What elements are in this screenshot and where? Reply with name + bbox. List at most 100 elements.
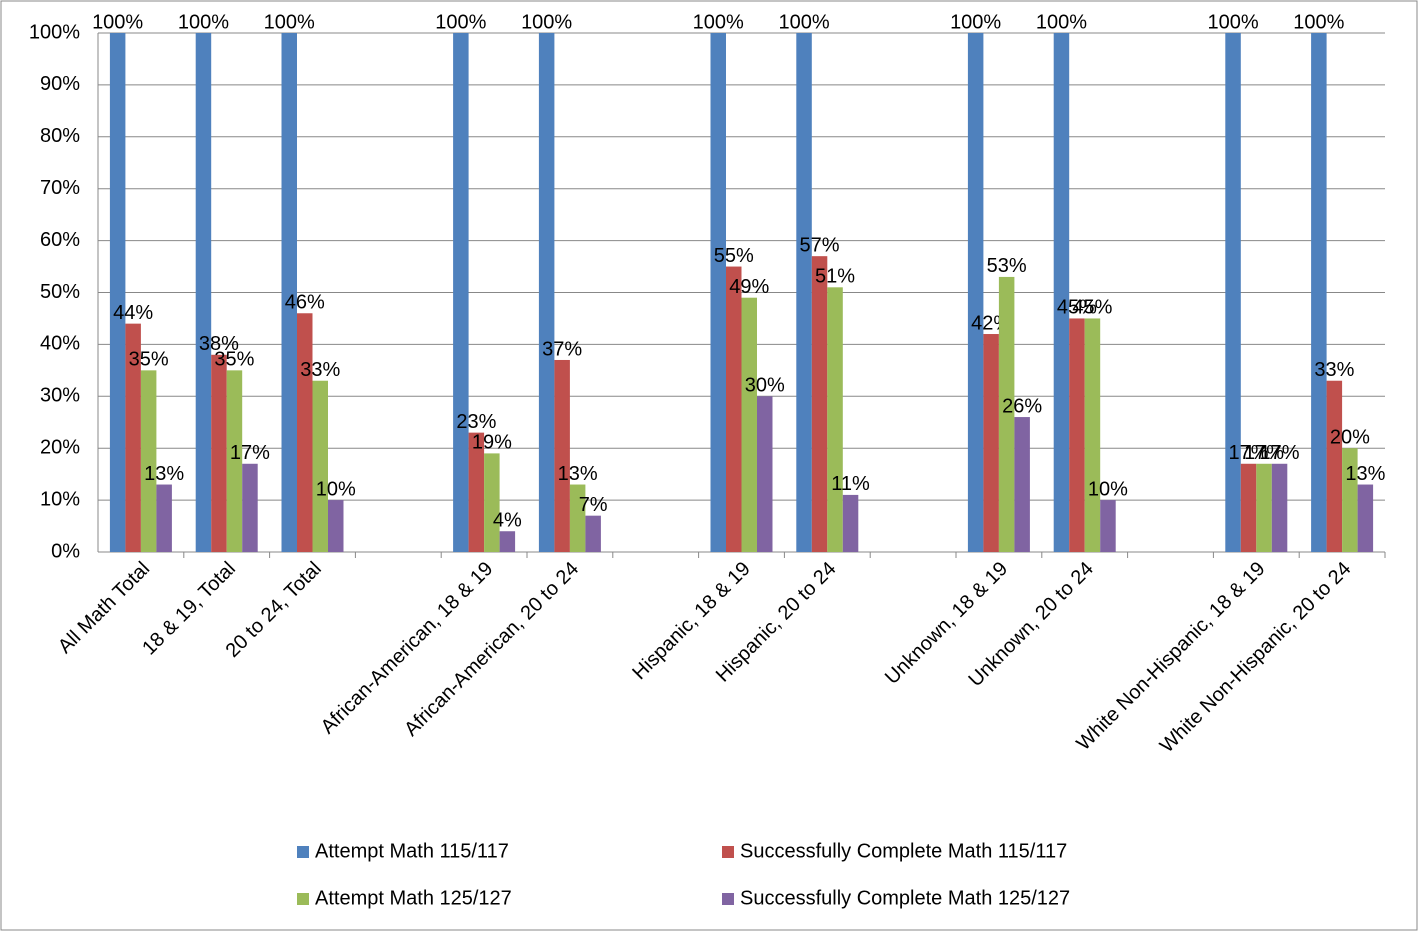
bar (1342, 448, 1358, 552)
bar (1256, 463, 1272, 552)
data-label: 37% (542, 338, 582, 360)
data-label: 19% (472, 432, 512, 454)
data-label: 100% (1036, 11, 1087, 33)
data-label: 33% (1314, 359, 1354, 381)
data-label: 13% (558, 463, 598, 485)
bar (195, 33, 212, 552)
bar (484, 453, 500, 552)
legend-label: Attempt Math 115/117 (315, 840, 509, 862)
bar (796, 33, 812, 552)
y-tick-label: 0% (51, 540, 80, 562)
bar (983, 334, 999, 552)
data-label: 100% (1207, 11, 1258, 33)
data-label: 17% (1244, 442, 1284, 464)
y-tick-label: 30% (40, 385, 80, 407)
bar (109, 33, 126, 552)
bar (281, 33, 297, 552)
data-label: 55% (714, 245, 754, 267)
bar (156, 484, 172, 552)
data-label: 30% (745, 375, 785, 397)
data-label: 57% (800, 234, 840, 256)
bar (453, 33, 469, 552)
bar (1326, 380, 1343, 552)
data-label: 49% (729, 276, 769, 298)
y-tick-label: 50% (40, 281, 80, 303)
bar (1014, 417, 1030, 552)
bar (811, 256, 828, 552)
bar (967, 33, 984, 552)
bar (1069, 318, 1085, 552)
data-label: 51% (815, 266, 855, 288)
data-label: 100% (92, 11, 143, 33)
bar (757, 396, 773, 552)
legend-label: Successfully Complete Math 115/117 (740, 840, 1067, 862)
y-tick-label: 90% (40, 73, 80, 95)
data-label: 100% (435, 11, 486, 33)
bar (569, 484, 586, 552)
data-label: 13% (144, 463, 184, 485)
legend-swatch (297, 846, 309, 858)
data-label: 17% (1260, 442, 1300, 464)
bar (741, 297, 757, 552)
legend-label: Successfully Complete Math 125/127 (740, 887, 1070, 909)
data-label: 11% (831, 473, 870, 495)
bar (1357, 484, 1374, 552)
data-label: 100% (264, 11, 315, 33)
data-label: 35% (129, 349, 169, 371)
data-label: 33% (300, 359, 340, 381)
data-label: 38% (199, 333, 239, 355)
bar (468, 432, 485, 552)
bar (1271, 463, 1288, 552)
bar (827, 287, 843, 552)
legend-label: Attempt Math 125/127 (315, 887, 512, 909)
bar (211, 354, 227, 552)
data-label: 100% (693, 11, 744, 33)
bar (242, 463, 258, 552)
legend-swatch (297, 893, 309, 905)
data-label: 100% (521, 11, 572, 33)
legend-swatch (722, 846, 734, 858)
bar (499, 531, 516, 552)
bar (1100, 500, 1116, 552)
bar (998, 276, 1015, 552)
data-label: 35% (214, 349, 254, 371)
y-tick-label: 100% (29, 21, 80, 43)
data-label: 17% (230, 442, 270, 464)
bar (140, 370, 157, 552)
bar (1053, 33, 1070, 552)
bar (1084, 318, 1101, 552)
bar (554, 359, 570, 552)
data-label: 23% (456, 411, 496, 433)
data-label: 100% (178, 11, 229, 33)
data-label: 17% (1229, 442, 1269, 464)
bar (125, 323, 141, 552)
data-label: 44% (113, 302, 153, 324)
data-label: 26% (1002, 395, 1042, 417)
y-tick-label: 60% (40, 229, 80, 251)
data-label: 46% (285, 292, 325, 314)
bar (710, 33, 726, 552)
data-label: 7% (579, 494, 608, 516)
data-label: 10% (1088, 478, 1128, 500)
data-label: 100% (1293, 11, 1344, 33)
legend-swatch (722, 893, 734, 905)
data-label: 13% (1345, 463, 1385, 485)
bar (328, 500, 344, 552)
y-tick-label: 70% (40, 177, 80, 199)
data-label: 100% (778, 11, 829, 33)
y-tick-label: 80% (40, 125, 80, 147)
bar (312, 380, 328, 552)
y-tick-label: 10% (40, 488, 80, 510)
y-tick-label: 20% (40, 436, 80, 458)
bar (1311, 33, 1327, 552)
data-label: 100% (950, 11, 1001, 33)
bar (842, 494, 859, 552)
data-label: 53% (987, 255, 1027, 277)
bar (1240, 463, 1257, 552)
data-label: 45% (1057, 297, 1097, 319)
data-label: 20% (1330, 426, 1370, 448)
bar (297, 313, 313, 552)
bar (1225, 33, 1241, 552)
